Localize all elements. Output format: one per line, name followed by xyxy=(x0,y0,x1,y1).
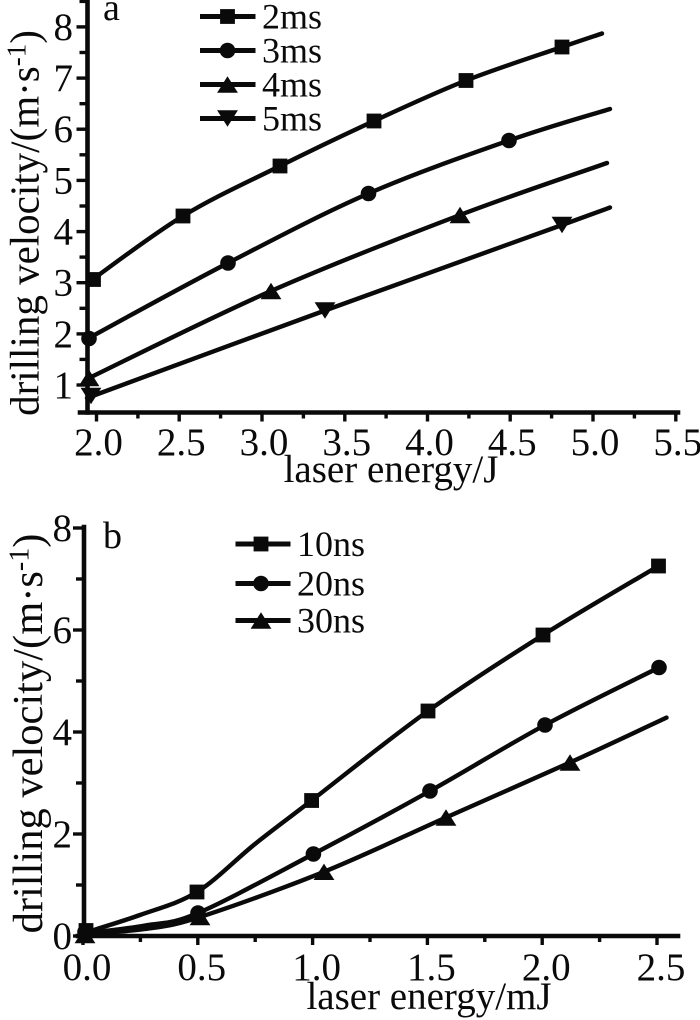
svg-text:7: 7 xyxy=(54,57,74,100)
svg-text:1.5: 1.5 xyxy=(407,946,456,989)
svg-text:4: 4 xyxy=(53,711,73,754)
svg-text:2.5: 2.5 xyxy=(157,421,206,464)
svg-text:drilling velocity/(m·s-1): drilling velocity/(m·s-1) xyxy=(2,30,48,416)
svg-text:2: 2 xyxy=(54,313,74,356)
svg-text:3: 3 xyxy=(54,262,74,305)
svg-text:0.0: 0.0 xyxy=(63,946,112,989)
svg-text:8: 8 xyxy=(53,507,73,550)
svg-text:laser energy/mJ: laser energy/mJ xyxy=(306,975,551,1018)
svg-text:1: 1 xyxy=(54,364,74,407)
svg-text:3ms: 3ms xyxy=(262,31,322,71)
svg-text:2: 2 xyxy=(53,813,73,856)
svg-text:4: 4 xyxy=(54,211,74,254)
svg-text:2.0: 2.0 xyxy=(522,946,571,989)
svg-text:2.0: 2.0 xyxy=(74,421,123,464)
svg-text:30ns: 30ns xyxy=(297,601,365,641)
svg-text:3.0: 3.0 xyxy=(240,421,289,464)
svg-text:4.5: 4.5 xyxy=(488,421,537,464)
svg-text:laser energy/J: laser energy/J xyxy=(284,448,499,491)
svg-text:5.0: 5.0 xyxy=(571,421,620,464)
svg-text:5.5: 5.5 xyxy=(653,421,700,464)
svg-text:6: 6 xyxy=(53,609,73,652)
svg-text:20ns: 20ns xyxy=(297,564,365,604)
svg-text:2.5: 2.5 xyxy=(637,946,686,989)
svg-text:b: b xyxy=(103,515,122,557)
svg-text:3.5: 3.5 xyxy=(322,421,371,464)
svg-text:4ms: 4ms xyxy=(262,65,322,105)
svg-text:a: a xyxy=(103,0,120,29)
svg-text:5ms: 5ms xyxy=(262,99,322,139)
svg-text:2ms: 2ms xyxy=(262,0,322,37)
svg-text:8: 8 xyxy=(54,6,74,49)
svg-text:0: 0 xyxy=(53,915,73,958)
svg-text:0.5: 0.5 xyxy=(177,946,226,989)
svg-text:4.0: 4.0 xyxy=(405,421,454,464)
svg-text:10ns: 10ns xyxy=(297,524,365,564)
svg-text:drilling velocity/(m·s-1): drilling velocity/(m·s-1) xyxy=(5,534,53,934)
svg-text:1.0: 1.0 xyxy=(292,946,341,989)
svg-text:6: 6 xyxy=(54,108,74,151)
svg-text:5: 5 xyxy=(54,159,74,202)
